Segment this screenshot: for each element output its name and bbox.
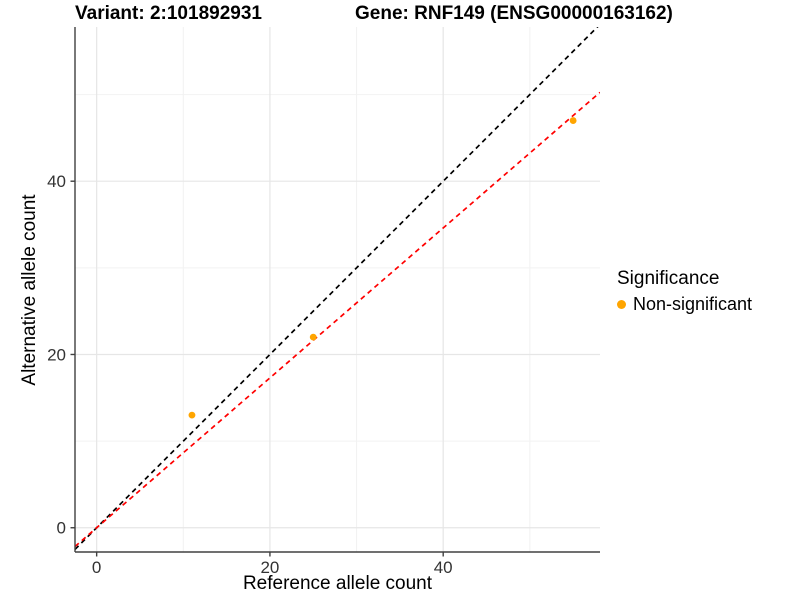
legend: Significance Non-significant (617, 268, 752, 315)
legend-point-icon (617, 300, 626, 309)
y-tick-label: 40 (47, 172, 66, 191)
gene-title: Gene: RNF149 (ENSG00000163162) (355, 3, 673, 24)
legend-item-label: Non-significant (633, 294, 753, 314)
variant-title: Variant: 2:101892931 (75, 3, 262, 24)
legend-title: Significance (617, 268, 720, 289)
data-point (309, 333, 317, 341)
data-point (188, 411, 196, 419)
x-axis-title: Reference allele count (242, 573, 433, 594)
legend-item: Non-significant (617, 294, 752, 315)
fit-line (75, 91, 600, 548)
y-tick-label: 20 (47, 345, 66, 364)
x-tick-label: 40 (434, 558, 453, 577)
x-tick-label: 20 (260, 558, 279, 577)
y-axis-title: Alternative allele count (19, 194, 40, 386)
y-tick-label: 0 (57, 519, 66, 538)
data-point (569, 117, 577, 124)
identity-line (75, 27, 599, 551)
x-tick-label: 0 (92, 558, 101, 577)
